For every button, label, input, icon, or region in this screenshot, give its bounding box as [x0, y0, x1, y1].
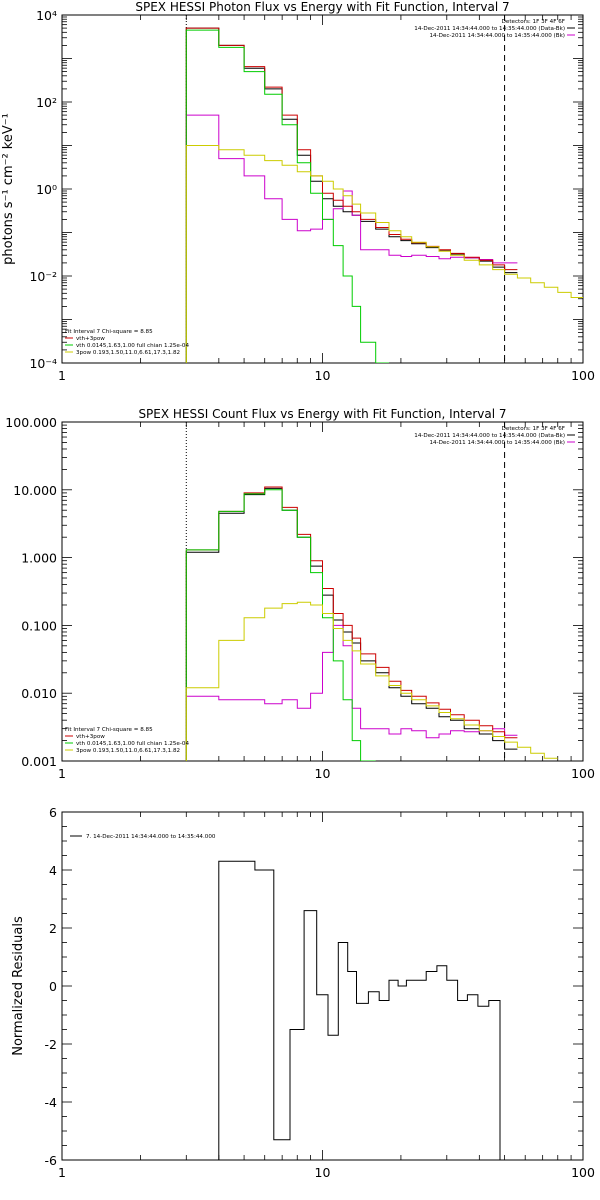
x-tick-label: 10	[315, 368, 331, 383]
y-tick-label: 10⁻²	[29, 269, 57, 284]
x-tick-label: 1	[58, 368, 66, 383]
x-tick-label: 10	[315, 1165, 331, 1180]
legend-bottom-left-entry: Fit Interval 7 Chi-square = 8.85	[65, 727, 153, 733]
y-tick-label: 10²	[36, 95, 57, 110]
data-layer	[62, 860, 501, 1160]
residuals-panel: 1 10 100 -6 -4 -2 0 2 4 6 Normalized Residuals 7. 1…	[11, 805, 595, 1180]
y-tick-label: 0.010	[21, 686, 57, 701]
x-tick-label: 100	[571, 766, 595, 781]
chart-title: SPEX HESSI Count Flux vs Energy with Fit…	[138, 407, 506, 421]
y-axis-label: photons s⁻¹ cm⁻² keV⁻¹	[1, 113, 16, 265]
legend-bottom-left-entry: Fit Interval 7 Chi-square = 8.85	[65, 329, 153, 335]
y-tick-label: 2	[49, 921, 57, 936]
legend-entry: 7. 14-Dec-2011 14:34:44.000 to 14:35:44.…	[86, 834, 216, 840]
legend-bottom-left-entry: vth+3pow	[76, 336, 105, 342]
x-tick-label: 1	[58, 766, 66, 781]
y-tick-label: -4	[45, 1095, 58, 1110]
y-tick-label: -2	[45, 1037, 57, 1052]
y-tick-label: 10.000	[13, 483, 57, 498]
y-tick-label: 6	[49, 805, 57, 820]
legend-bottom-left-entry: 3pow 0.193,1.50,11.0,6.61,17.3,1.82	[76, 350, 180, 356]
series-line-4	[185, 145, 583, 363]
series-line-1	[185, 114, 518, 363]
x-tick-label: 10	[315, 766, 331, 781]
series-line-4	[185, 601, 558, 761]
plot-frame	[61, 811, 584, 1161]
y-tick-label: 0.100	[21, 618, 57, 633]
y-axis-label: Normalized Residuals	[11, 916, 26, 1056]
legend-top-right-entry: Detectors: 1F 3F 4F 6F	[502, 19, 565, 25]
series-line-3	[185, 489, 376, 761]
legend-top-right-entry: 14-Dec-2011 14:34:44.000 to 14:35:44.000…	[414, 433, 565, 439]
legend-bottom-left-entry: 3pow 0.193,1.50,11.0,6.61,17.3,1.82	[76, 748, 180, 754]
series-line-1	[185, 624, 518, 761]
y-tick-label: 10⁻⁴	[29, 356, 57, 371]
y-tick-label: 1.000	[21, 551, 57, 566]
count-flux-panel: SPEX HESSI Count Flux vs Energy with Fit…	[5, 407, 595, 781]
data-layer	[185, 422, 558, 761]
y-tick-label: -6	[45, 1153, 58, 1168]
photon-flux-panel: SPEX HESSI Photon Flux vs Energy with Fi…	[1, 0, 595, 383]
data-layer	[185, 15, 583, 363]
series-line-3	[185, 29, 389, 363]
y-tick-label: 4	[49, 863, 57, 878]
x-tick-label: 100	[571, 1165, 595, 1180]
y-tick-label: 0.001	[21, 754, 57, 769]
legend-top-right-entry: 14-Dec-2011 14:34:44.000 to 14:35:44.000…	[414, 26, 565, 32]
series-line-0	[62, 860, 501, 1160]
chart-title: SPEX HESSI Photon Flux vs Energy with Fi…	[135, 0, 509, 14]
legend-top-right-entry: 14-Dec-2011 14:34:44.000 to 14:35:44.000…	[429, 33, 565, 39]
legend-bottom-left-entry: vth 0.0145,1.63,1.00 full chian 1.25e-04	[76, 741, 189, 747]
x-tick-label: 1	[58, 1165, 66, 1180]
x-tick-label: 100	[571, 368, 595, 383]
series-line-2	[185, 27, 518, 363]
legend-bottom-left-entry: vth 0.0145,1.63,1.00 full chian 1.25e-04	[76, 343, 189, 349]
y-tick-label: 100.000	[5, 415, 57, 430]
legend-bottom-left-entry: vth+3pow	[76, 734, 105, 740]
y-tick-label: 10⁴	[36, 8, 57, 23]
y-tick-label: 10⁰	[36, 182, 57, 197]
y-tick-label: 0	[49, 979, 57, 994]
legend-top-right-entry: Detectors: 1F 3F 4F 6F	[502, 426, 565, 432]
legend-top-right-entry: 14-Dec-2011 14:34:44.000 to 14:35:44.000…	[429, 440, 565, 446]
